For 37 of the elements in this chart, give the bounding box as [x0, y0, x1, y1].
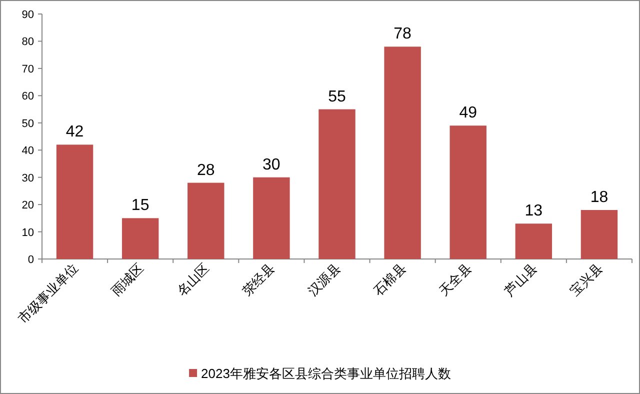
data-label: 13 — [524, 202, 543, 220]
x-tick-label: 芦山县 — [502, 260, 540, 299]
y-tick-label: 0 — [28, 254, 34, 266]
data-label: 30 — [262, 156, 280, 174]
data-label: 28 — [196, 162, 215, 179]
bar — [450, 126, 486, 259]
y-tick-label: 30 — [22, 172, 34, 184]
x-tick-label: 名山区 — [174, 260, 212, 299]
bar — [122, 218, 159, 259]
data-label: 78 — [394, 26, 412, 43]
bar — [253, 177, 290, 259]
x-tick-label: 雨城区 — [108, 260, 146, 299]
y-tick-label: 50 — [22, 118, 34, 130]
data-label: 42 — [66, 124, 84, 141]
x-tick-label: 石棉县 — [370, 260, 409, 299]
legend-label: 2023年雅安各区县综合类事业单位招聘人数 — [201, 366, 451, 381]
x-tick-label: 天全县 — [436, 260, 474, 299]
data-label: 15 — [131, 197, 150, 214]
y-tick-label: 90 — [22, 9, 34, 21]
x-tick-label: 宝兴县 — [567, 260, 606, 299]
y-tick-label: 70 — [22, 63, 34, 76]
y-tick-label: 60 — [22, 90, 34, 103]
bar — [56, 144, 94, 259]
bar — [580, 210, 618, 259]
x-tick-label: 荥经县 — [239, 260, 278, 299]
x-tick-label: 汉源县 — [304, 260, 344, 299]
y-tick-label: 40 — [22, 145, 34, 158]
data-label: 55 — [328, 88, 346, 106]
data-label: 18 — [590, 189, 608, 206]
data-label: 49 — [459, 104, 478, 122]
bar — [515, 224, 552, 259]
bar — [318, 109, 356, 259]
bar — [188, 182, 224, 259]
bar — [384, 46, 421, 259]
y-tick-label: 10 — [22, 226, 34, 239]
y-tick-label: 80 — [22, 36, 34, 48]
y-tick-label: 20 — [22, 200, 34, 212]
